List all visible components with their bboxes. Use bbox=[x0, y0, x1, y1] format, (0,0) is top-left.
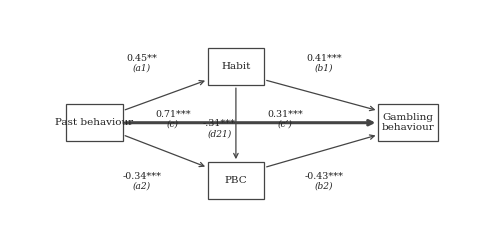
Text: 0.41***: 0.41*** bbox=[306, 54, 342, 63]
Text: (c’): (c’) bbox=[278, 120, 293, 129]
Text: 0.45**: 0.45** bbox=[126, 54, 158, 63]
Text: (b1): (b1) bbox=[315, 64, 334, 73]
Text: (d21): (d21) bbox=[208, 129, 232, 138]
Text: 0.31***: 0.31*** bbox=[268, 110, 303, 119]
FancyBboxPatch shape bbox=[208, 162, 264, 200]
Text: -0.34***: -0.34*** bbox=[122, 172, 162, 181]
Text: -0.43***: -0.43*** bbox=[304, 172, 344, 181]
Text: 0.71***: 0.71*** bbox=[155, 110, 191, 119]
Text: Past behaviour: Past behaviour bbox=[56, 118, 134, 127]
Text: PBC: PBC bbox=[224, 176, 248, 185]
Text: -.31***: -.31*** bbox=[203, 119, 236, 128]
Text: (a2): (a2) bbox=[133, 182, 151, 191]
FancyBboxPatch shape bbox=[378, 104, 438, 141]
Text: (a1): (a1) bbox=[133, 64, 151, 73]
Text: (c): (c) bbox=[167, 120, 179, 129]
Text: Habit: Habit bbox=[221, 62, 250, 71]
FancyBboxPatch shape bbox=[208, 48, 264, 85]
Text: (b2): (b2) bbox=[315, 182, 334, 191]
FancyBboxPatch shape bbox=[66, 104, 122, 141]
Text: Gambling
behaviour: Gambling behaviour bbox=[382, 113, 434, 132]
